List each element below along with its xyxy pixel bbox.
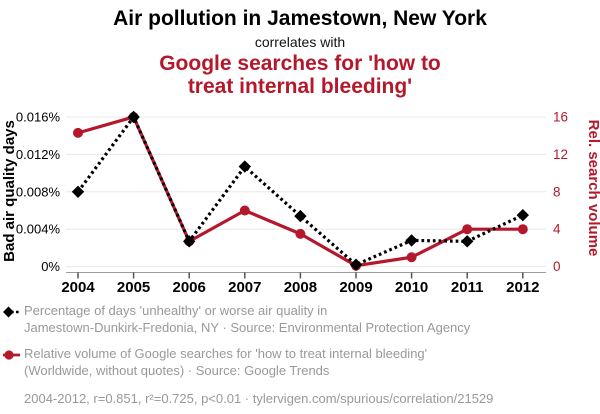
- legend-text-search-volume: Relative volume of Google searches for '…: [24, 345, 427, 379]
- legend: Percentage of days 'unhealthy' or worse …: [3, 302, 593, 406]
- chart-area: Bad air quality days Rel. search volume …: [0, 100, 600, 300]
- diamond-marker-bad-air-quality: [71, 185, 85, 198]
- legend-air-quality-line2: Jamestown-Dunkirk-Fredonia, NY · Source:…: [24, 320, 471, 335]
- diamond-marker-bad-air-quality: [183, 235, 196, 248]
- right-axis-title: Rel. search volume: [585, 120, 600, 257]
- page-title: Air pollution in Jamestown, New York: [113, 7, 487, 30]
- diamond-marker-bad-air-quality: [349, 258, 363, 271]
- correlates-with-subtitle: correlates with: [254, 34, 346, 50]
- x-axis-tick-label: 2007: [228, 279, 261, 296]
- diamond-marker-bad-air-quality: [461, 235, 474, 248]
- x-axis-tick-label: 2004: [61, 279, 95, 296]
- left-axis-tick-label: 0.004%: [16, 222, 61, 237]
- diamond-marker-bad-air-quality: [294, 209, 307, 223]
- black-diamond-dashed-legend-icon: [3, 306, 20, 318]
- legend-search-volume-line1: Relative volume of Google searches for '…: [24, 346, 428, 361]
- circle-marker-search-volume: [462, 224, 473, 235]
- right-axis-tick-label: 4: [553, 222, 561, 237]
- left-axis-tick-label: 0%: [41, 259, 60, 274]
- legend-search-volume-line2: (Worldwide, without quotes) · Source: Go…: [24, 363, 330, 378]
- x-axis-tick-label: 2006: [173, 279, 206, 296]
- correlate-title: Google searches for 'how to treat intern…: [0, 52, 600, 98]
- x-axis-tick-label: 2008: [284, 279, 317, 296]
- correlate-title-line2: treat internal bleeding': [187, 75, 413, 98]
- correlate-title-line1: Google searches for 'how to: [159, 52, 441, 75]
- x-axis-tick-label: 2012: [506, 279, 539, 296]
- diamond-marker-bad-air-quality: [516, 208, 529, 222]
- legend-air-quality-line1: Percentage of days 'unhealthy' or worse …: [24, 303, 328, 318]
- x-axis-tick-label: 2009: [339, 279, 372, 296]
- circle-marker-search-volume: [73, 127, 83, 138]
- diamond-marker-bad-air-quality: [238, 160, 251, 173]
- circle-marker-search-volume: [239, 205, 250, 216]
- circle-marker-search-volume: [406, 252, 417, 263]
- circle-marker-search-volume: [295, 228, 306, 239]
- circle-marker-search-volume: [517, 224, 528, 235]
- diamond-marker-bad-air-quality: [405, 234, 418, 247]
- stats-and-url-footer: 2004-2012, r=0.851, r²=0.725, p<0.01 · t…: [24, 391, 494, 406]
- legend-entry-search-volume: Relative volume of Google searches for '…: [3, 345, 593, 379]
- series-line-bad-air-quality: [76, 115, 524, 267]
- legend-entry-air-quality: Percentage of days 'unhealthy' or worse …: [3, 302, 593, 336]
- right-axis-tick-label: 0: [553, 259, 561, 274]
- x-axis-tick-label: 2005: [117, 279, 150, 296]
- left-axis-title: Bad air quality days: [1, 120, 18, 262]
- legend-text-air-quality: Percentage of days 'unhealthy' or worse …: [24, 302, 470, 336]
- left-axis-tick-label: 0.016%: [16, 110, 61, 125]
- x-axis-tick-label: 2010: [395, 279, 428, 296]
- red-circle-solid-legend-icon: [3, 350, 20, 360]
- dual-axis-line-chart: Bad air quality days Rel. search volume …: [1, 110, 600, 297]
- left-axis-tick-label: 0.012%: [16, 147, 61, 162]
- right-axis-tick-label: 12: [553, 147, 568, 162]
- x-axis-tick-label: 2011: [451, 279, 484, 296]
- diamond-marker-bad-air-quality: [127, 110, 140, 124]
- right-axis-tick-label: 16: [553, 110, 568, 125]
- left-axis-tick-label: 0.008%: [16, 184, 61, 199]
- right-axis-tick-label: 8: [553, 184, 561, 199]
